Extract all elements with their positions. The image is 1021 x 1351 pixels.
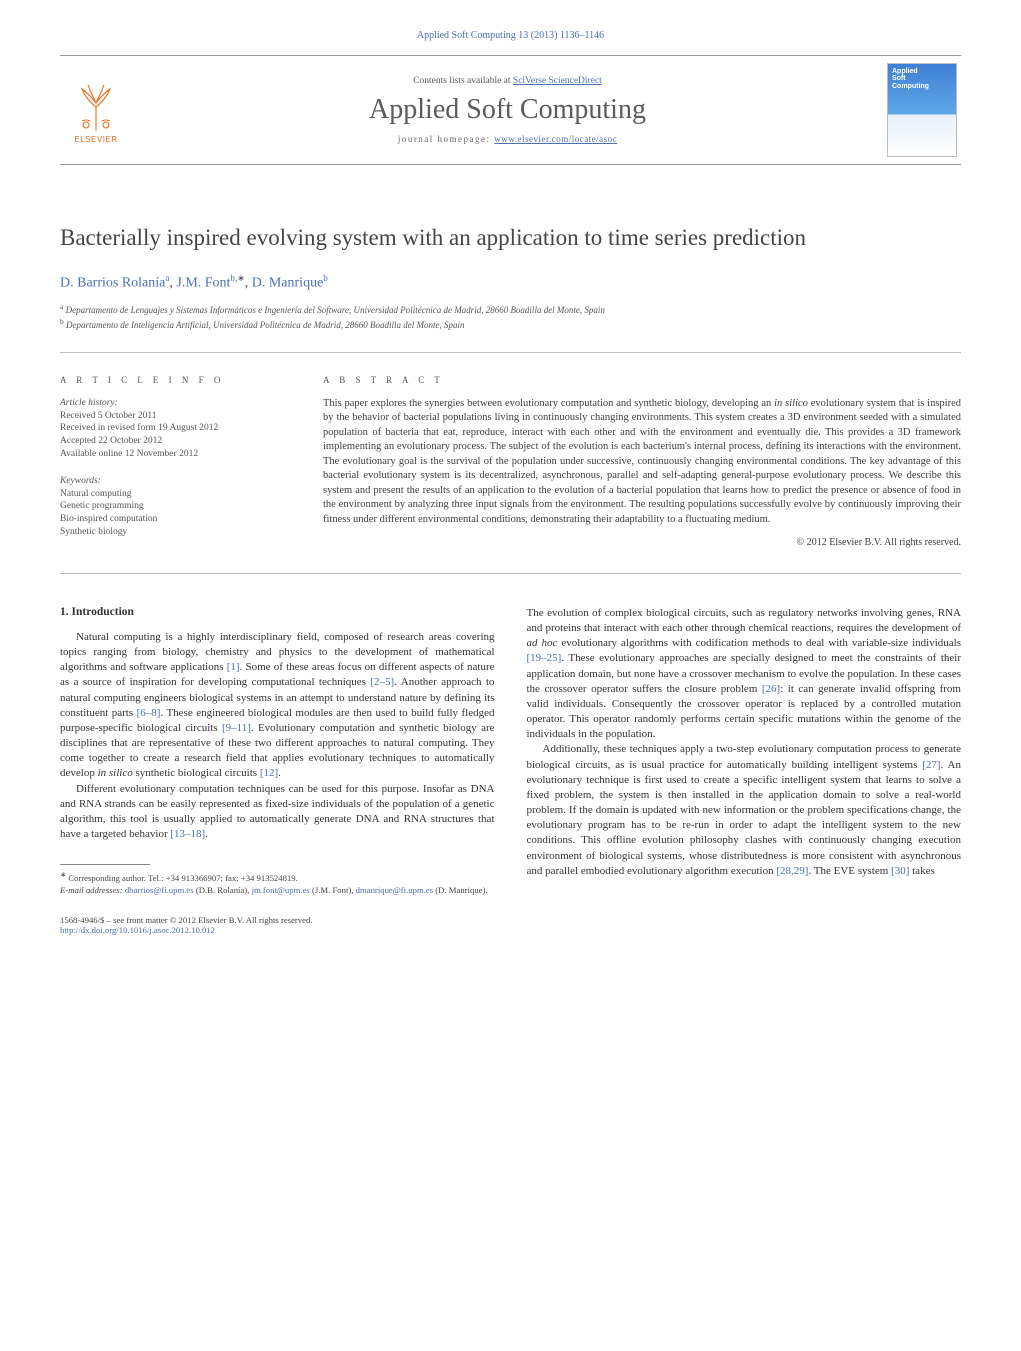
citation-link[interactable]: [28,29] [776,865,808,877]
cover-block: Applied Soft Computing [887,56,961,164]
citation-link[interactable]: [9–11] [222,722,251,734]
paragraph: Additionally, these techniques apply a t… [527,742,962,879]
paragraph: Natural computing is a highly interdisci… [60,630,495,782]
history-line: Available online 12 November 2012 [60,448,285,461]
affiliation-line: a Departamento de Lenguajes y Sistemas I… [60,302,961,317]
aff-sup: b [60,317,64,326]
citation-link[interactable]: [27] [922,759,940,771]
masthead-center: Contents lists available at SciVerse Sci… [128,56,887,164]
citation-link[interactable]: [19–25] [527,652,562,664]
email-link[interactable]: jm.font@upm.es [252,885,310,895]
keyword: Bio-inspired computation [60,513,285,526]
masthead: ELSEVIER Contents lists available at Sci… [60,55,961,165]
elsevier-tree-icon [72,77,120,133]
article-info-heading: A R T I C L E I N F O [60,375,285,385]
right-column: The evolution of complex biological circ… [527,606,962,935]
journal-name: Applied Soft Computing [369,94,646,126]
article-title: Bacterially inspired evolving system wit… [60,225,961,251]
header-citation: Applied Soft Computing 13 (2013) 1136–11… [60,30,961,41]
abstract-heading: A B S T R A C T [323,375,961,385]
footnote-separator [60,864,150,865]
abstract-column: A B S T R A C T This paper explores the … [323,375,961,553]
email-who: (D. Manrique). [435,885,487,895]
aff-text: Departamento de Lenguajes y Sistemas Inf… [66,305,605,315]
article-history-block: Article history: Received 5 October 2011… [60,397,285,461]
email-who: (D.B. Rolanía) [196,885,247,895]
author-link[interactable]: J.M. Font [176,276,230,291]
keyword: Natural computing [60,488,285,501]
elsevier-logo: ELSEVIER [64,77,128,144]
corr-text: Corresponding author. Tel.: +34 91336690… [68,873,298,883]
front-matter-line: 1568-4946/$ – see front matter © 2012 El… [60,915,495,925]
aff-text: Departamento de Inteligencia Artificial,… [66,320,465,330]
affiliations: a Departamento de Lenguajes y Sistemas I… [60,302,961,353]
paragraph: Different evolutionary computation techn… [60,782,495,843]
citation-link[interactable]: [26] [762,683,780,695]
author-aff-sup: b [323,273,328,283]
citation-link[interactable]: [6–8] [137,707,161,719]
contents-prefix: Contents lists available at [413,76,513,86]
author-link[interactable]: D. Manrique [252,276,324,291]
email-link[interactable]: dbarrios@fi.upm.es [125,885,194,895]
keyword: Synthetic biology [60,526,285,539]
bottom-bar: 1568-4946/$ – see front matter © 2012 El… [60,915,495,935]
footnotes: ∗ Corresponding author. Tel.: +34 913366… [60,871,495,896]
publisher-block: ELSEVIER [60,56,128,164]
cover-title-text: Applied Soft Computing [892,68,929,90]
abstract-text: This paper explores the synergies betwee… [323,397,961,527]
keywords-title: Keywords: [60,475,285,488]
contents-line: Contents lists available at SciVerse Sci… [413,76,602,86]
abstract-copyright: © 2012 Elsevier B.V. All rights reserved… [323,537,961,548]
publisher-name: ELSEVIER [74,135,117,144]
homepage-prefix: journal homepage: [398,134,494,144]
homepage-line: journal homepage: www.elsevier.com/locat… [398,134,617,144]
section-heading: 1. Introduction [60,606,495,618]
homepage-link[interactable]: www.elsevier.com/locate/asoc [494,134,617,144]
corresponding-star-icon: ∗ [237,273,245,283]
email-footnote: E-mail addresses: dbarrios@fi.upm.es (D.… [60,885,495,897]
affiliation-line: b Departamento de Inteligencia Artificia… [60,317,961,332]
history-line: Received in revised form 19 August 2012 [60,422,285,435]
keywords-block: Keywords: Natural computing Genetic prog… [60,475,285,539]
author-list: D. Barrios Rolaníaa, J.M. Fontb,∗, D. Ma… [60,273,961,292]
aff-sup: a [60,302,63,311]
citation-link[interactable]: [2–5] [370,676,394,688]
author-link[interactable]: D. Barrios Rolanía [60,276,165,291]
left-column: 1. Introduction Natural computing is a h… [60,606,495,935]
doi-link[interactable]: http://dx.doi.org/10.1016/j.asoc.2012.10… [60,925,215,935]
meta-abstract-row: A R T I C L E I N F O Article history: R… [60,375,961,574]
email-link[interactable]: dmanrique@fi.upm.es [356,885,433,895]
body-columns: 1. Introduction Natural computing is a h… [60,606,961,935]
sciencedirect-link[interactable]: SciVerse ScienceDirect [513,76,602,86]
citation-link[interactable]: [12] [260,767,278,779]
corresponding-footnote: ∗ Corresponding author. Tel.: +34 913366… [60,871,495,885]
email-label: E-mail addresses: [60,885,123,895]
citation-link[interactable]: [1] [227,661,240,673]
paragraph: The evolution of complex biological circ… [527,606,962,743]
keyword: Genetic programming [60,500,285,513]
history-title: Article history: [60,397,285,410]
history-line: Received 5 October 2011 [60,410,285,423]
email-who: (J.M. Font) [312,885,351,895]
citation-link[interactable]: [13–18] [170,828,205,840]
history-line: Accepted 22 October 2012 [60,435,285,448]
citation-link[interactable]: [30] [891,865,909,877]
author-aff-sup: a [165,273,169,283]
article-info-column: A R T I C L E I N F O Article history: R… [60,375,285,553]
journal-cover-thumb: Applied Soft Computing [887,63,957,157]
star-icon: ∗ [60,871,66,879]
